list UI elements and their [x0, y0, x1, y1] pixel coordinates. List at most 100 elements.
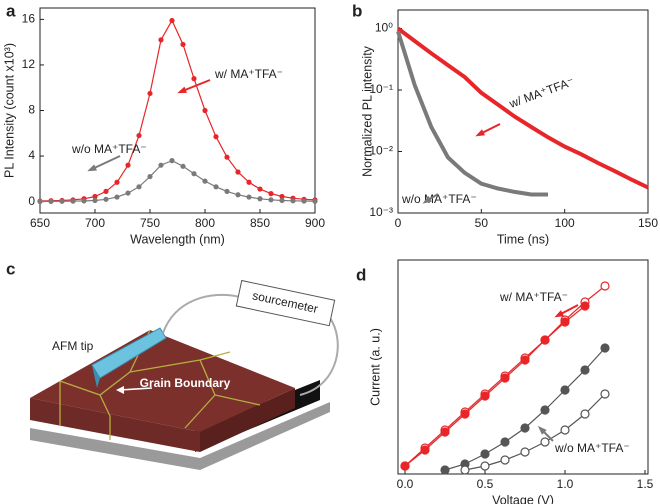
- data-point: [136, 184, 142, 190]
- data-point: [191, 171, 197, 177]
- data-point: [540, 335, 550, 345]
- data-point: [213, 134, 219, 140]
- arrow-head: [554, 310, 564, 318]
- base: [30, 402, 330, 470]
- data-point: [125, 190, 131, 196]
- x-tick-label: 700: [85, 216, 105, 230]
- data-point: [235, 169, 241, 175]
- x-axis-title: Wavelength (nm): [130, 232, 225, 246]
- panel-letter: d: [356, 265, 366, 284]
- afm-tip: [91, 327, 167, 379]
- series-line: [39, 159, 316, 203]
- data-point: [180, 41, 186, 48]
- data-point: [125, 162, 131, 168]
- plot-frame: [397, 259, 649, 475]
- data-point: [580, 365, 590, 375]
- data-point: [246, 179, 252, 185]
- data-point: [440, 465, 450, 475]
- x-tick-label: 50: [475, 216, 489, 230]
- x-tick-label: 850: [250, 216, 270, 230]
- x-tick-label: 100: [555, 216, 575, 230]
- x-tick-label: 750: [140, 216, 160, 230]
- data-point: [48, 198, 54, 204]
- series-line: [404, 305, 586, 467]
- data-point: [158, 162, 164, 168]
- data-point: [268, 191, 274, 197]
- x-tick-label: 650: [30, 216, 50, 230]
- data-point: [480, 391, 490, 401]
- afm-tip-point: [92, 365, 100, 388]
- data-point: [560, 385, 570, 395]
- arrow-head: [116, 386, 124, 394]
- y-tick-label: 0: [28, 194, 35, 208]
- x-tick-label: 0.0: [397, 477, 414, 491]
- y-tick-label: 10⁻²: [369, 144, 393, 158]
- data-point: [158, 37, 164, 43]
- data-point: [70, 198, 76, 204]
- data-point: [480, 449, 490, 459]
- chart-panel: d 0.0 0.5 1.0 1.5 Voltage (V) Current (a. u.) w…: [356, 259, 654, 504]
- data-point: [169, 158, 175, 164]
- data-point: [540, 437, 550, 447]
- data-point: [600, 389, 610, 399]
- series-line: [464, 393, 606, 471]
- data-point: [279, 197, 285, 204]
- series-line: [396, 30, 548, 197]
- y-tick-label: 12: [22, 57, 36, 71]
- y-tick-label: 10⁻³: [369, 205, 393, 219]
- annotation: w/o MA⁺TFA⁻: [401, 192, 477, 206]
- data-point: [246, 194, 252, 200]
- wire: [299, 317, 339, 396]
- panel-letter: c: [6, 259, 15, 278]
- y-tick-label: 10⁰: [375, 21, 393, 35]
- arrow-head: [537, 425, 547, 435]
- data-point: [191, 76, 197, 82]
- data-point: [580, 301, 590, 311]
- data-point: [202, 107, 208, 114]
- data-point: [600, 343, 610, 353]
- data-point: [520, 423, 530, 433]
- x-tick-label: 1.0: [557, 477, 574, 491]
- data-point: [290, 198, 296, 204]
- x-tick-label: 0: [395, 216, 402, 230]
- x-tick-label: 150: [638, 216, 658, 230]
- data-point: [500, 437, 510, 447]
- data-point: [147, 90, 153, 97]
- data-point: [420, 445, 430, 455]
- data-point: [114, 194, 120, 200]
- data-point: [600, 281, 610, 291]
- arrow: [119, 387, 153, 391]
- data-point: [520, 447, 530, 457]
- arrow-head: [87, 164, 97, 172]
- data-point: [312, 198, 318, 204]
- data-point: [235, 192, 241, 198]
- arrow-head: [177, 86, 187, 94]
- data-point: [103, 188, 109, 194]
- data-point: [560, 425, 570, 435]
- data-point: [440, 427, 450, 437]
- data-point: [81, 198, 87, 204]
- wire: [162, 293, 241, 334]
- data-point: [500, 373, 510, 383]
- data-point: [180, 163, 186, 169]
- data-point: [103, 196, 109, 202]
- data-point: [500, 455, 510, 465]
- data-point: [257, 186, 263, 192]
- grain-label: Grain Boundary: [140, 376, 231, 390]
- x-axis-title: Time (ns): [497, 232, 549, 246]
- data-point: [268, 197, 274, 203]
- diagram: AFM tip sourcemeter Grain Boundary c: [6, 259, 339, 470]
- annotation: w/ MA⁺TFA⁻: [499, 290, 568, 304]
- film-side: [200, 388, 295, 452]
- chart-panel: a 650 700 750 800 850 900 0 4 8 12 16 Wavelength (nm…: [2, 1, 325, 246]
- data-point: [580, 409, 590, 419]
- arrow-head: [422, 195, 432, 204]
- data-point: [520, 355, 530, 365]
- y-tick-label: 8: [28, 103, 35, 117]
- y-tick-label: 4: [28, 148, 35, 162]
- series-line: [39, 19, 316, 202]
- data-point: [224, 154, 230, 160]
- data-point: [59, 198, 65, 204]
- y-axis-title: Current (a. u.): [368, 328, 382, 406]
